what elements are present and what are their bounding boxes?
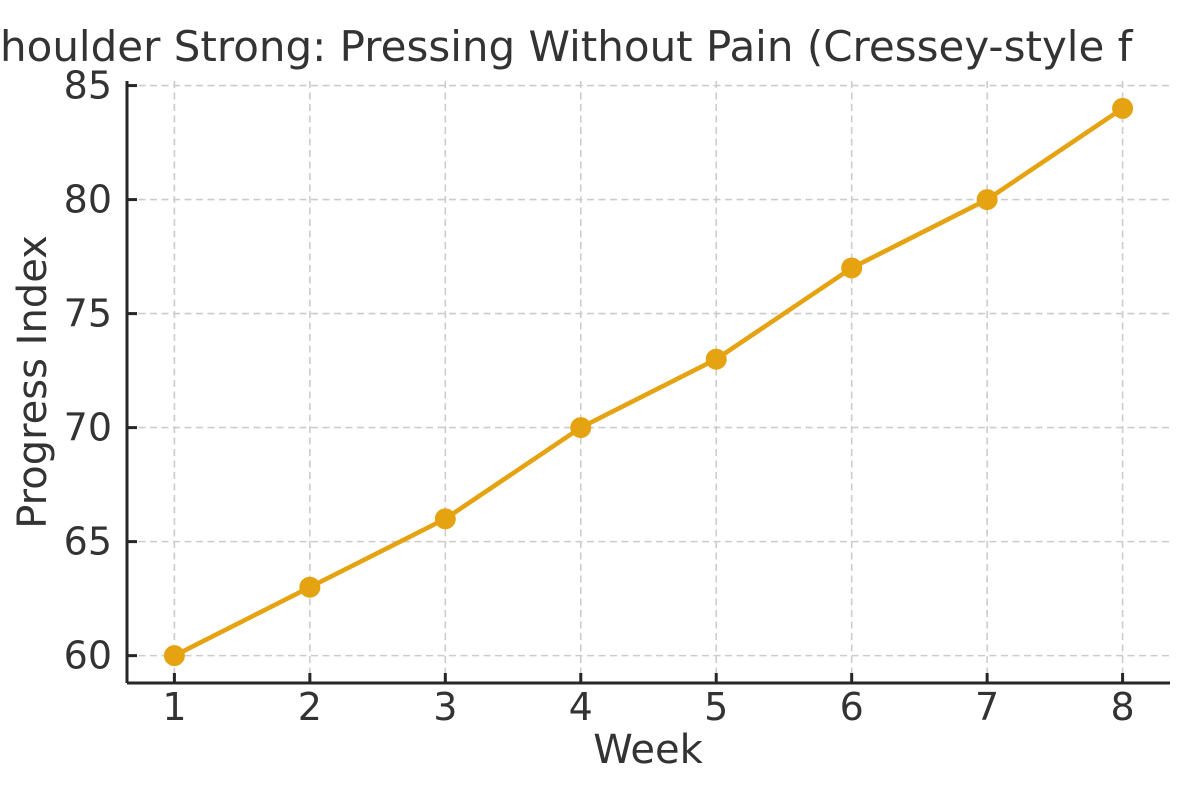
data-point-marker [841,257,863,279]
labels-layer: houlder Strong: Pressing Without Pain (C… [0,22,1134,773]
data-point-marker [570,417,592,439]
x-tick-label: 1 [162,685,186,729]
x-tick-label: 6 [840,685,864,729]
chart-title: houlder Strong: Pressing Without Pain (C… [0,22,1134,71]
x-axis-label: Week [593,727,703,773]
y-tick-label: 60 [64,634,112,678]
y-tick-label: 70 [64,406,112,450]
x-tick-label: 2 [298,685,322,729]
x-tick-label: 8 [1110,685,1134,729]
data-point-marker [976,189,998,211]
x-tick-label: 7 [975,685,999,729]
y-tick-label: 65 [64,520,112,564]
data-point-marker [434,508,456,530]
y-axis-label: Progress Index [10,235,56,529]
data-line [172,106,1125,658]
x-tick-label: 4 [569,685,593,729]
y-tick-label: 75 [64,292,112,336]
data-point-marker [299,576,321,598]
data-point-marker [163,645,185,667]
axes-layer: 1 2 3 4 5 6 7 8 60 65 70 75 80 85 [64,64,1170,729]
grid-layer [127,81,1170,683]
x-tick-label: 5 [704,685,728,729]
data-series-layer [163,97,1134,667]
x-tick-label: 3 [433,685,457,729]
y-tick-label: 85 [64,64,112,108]
y-tick-label: 80 [64,178,112,222]
data-point-marker [1112,97,1134,119]
data-point-marker [705,348,727,370]
